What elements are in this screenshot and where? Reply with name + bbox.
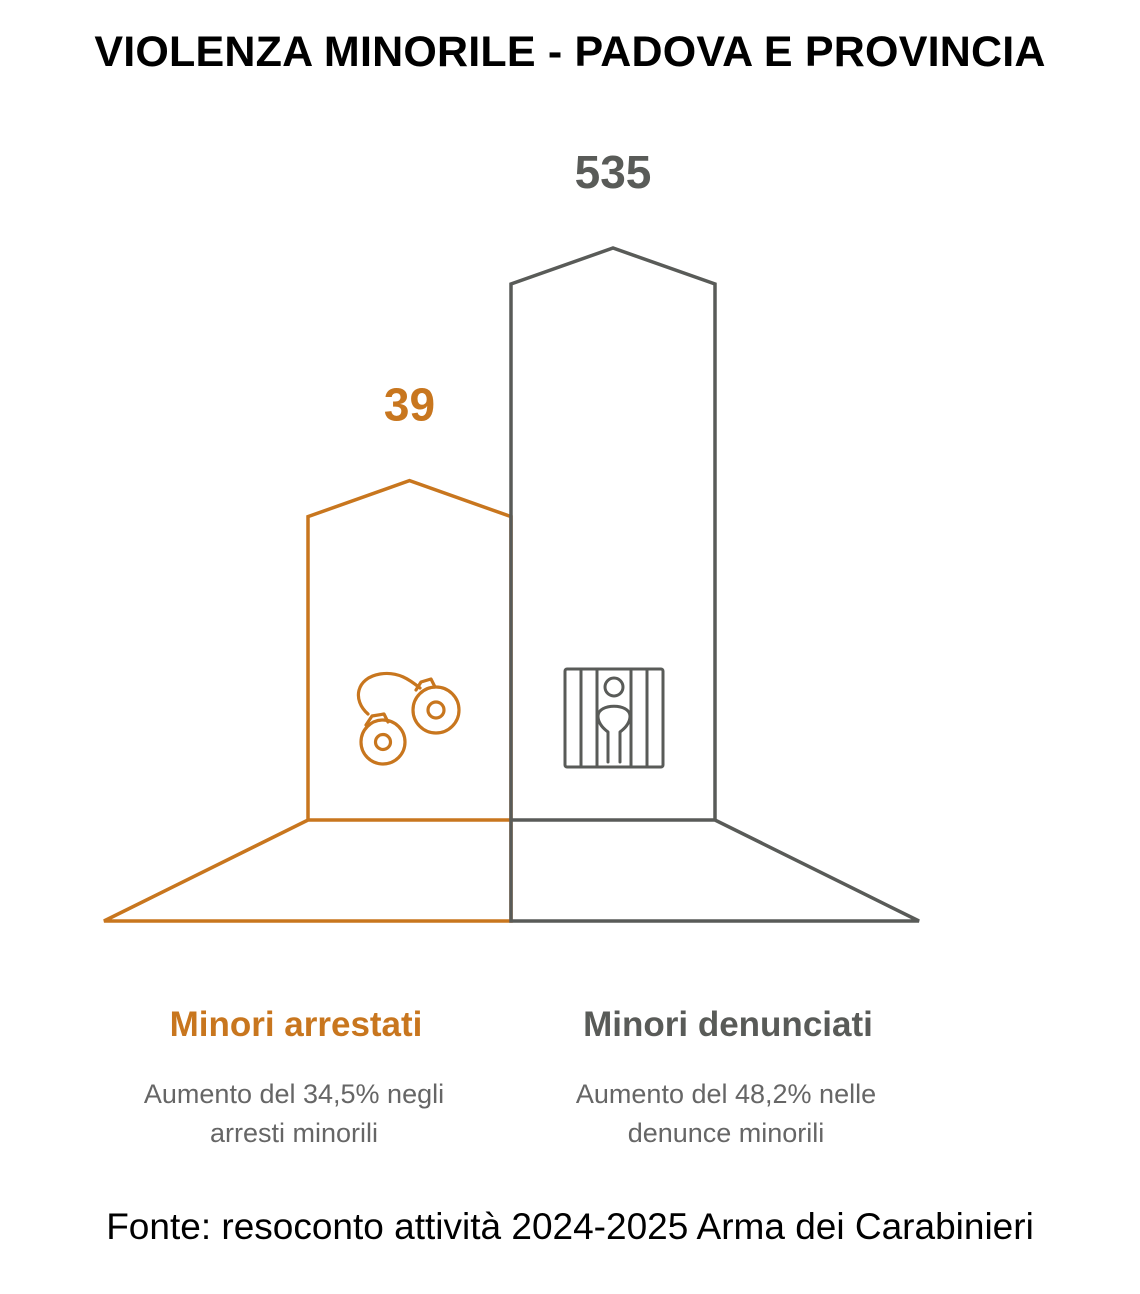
category-description-denunciati-line2: denunce minorili <box>628 1118 825 1148</box>
bar-group-denunciati: 535 <box>509 146 920 923</box>
bar-base-arrestati <box>103 818 513 923</box>
category-title-arrestati: Minori arrestati <box>170 1005 423 1044</box>
prisoner-behind-bars-icon <box>563 667 665 769</box>
category-description-arrestati-line2: arresti minorili <box>210 1118 378 1148</box>
value-label-arrestati: 39 <box>384 379 435 431</box>
category-description-arrestati-line1: Aumento del 34,5% negli <box>144 1079 444 1109</box>
page-title: VIOLENZA MINORILE - PADOVA E PROVINCIA <box>94 28 1046 76</box>
bar-arrestati <box>306 478 513 820</box>
bar-group-arrestati: 39 <box>103 379 513 923</box>
bar-base-denunciati <box>509 818 920 923</box>
source-note: Fonte: resoconto attività 2024-2025 Arma… <box>106 1206 1034 1247</box>
value-label-denunciati: 535 <box>575 146 652 198</box>
category-title-denunciati: Minori denunciati <box>583 1005 873 1044</box>
bar-denunciati <box>509 246 717 820</box>
handcuffs-icon <box>356 671 461 766</box>
category-description-denunciati-line1: Aumento del 48,2% nelle <box>576 1079 876 1109</box>
